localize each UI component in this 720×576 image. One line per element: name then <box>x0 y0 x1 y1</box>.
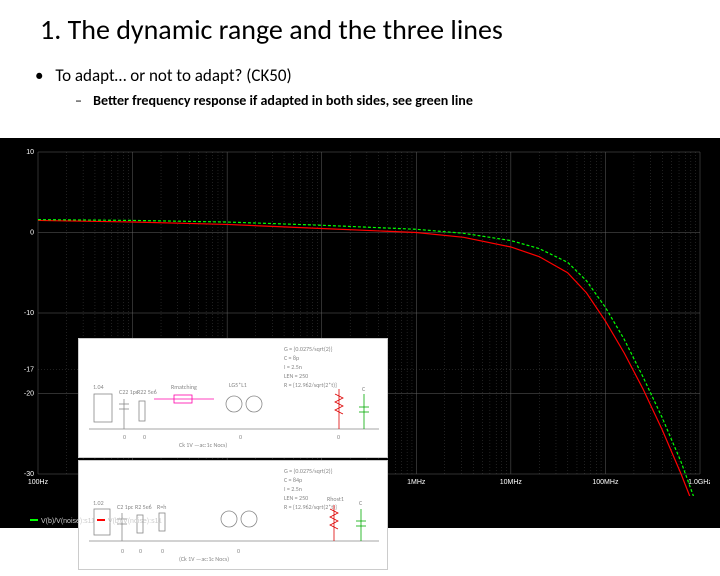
svg-text:C: C <box>362 385 366 393</box>
svg-text:1.04: 1.04 <box>93 383 104 391</box>
svg-text:0: 0 <box>30 230 34 237</box>
svg-text:I = 2.5n: I = 2.5n <box>284 363 302 371</box>
svg-text:100Hz: 100Hz <box>28 479 49 486</box>
svg-text:0: 0 <box>237 547 240 555</box>
svg-text:0: 0 <box>161 547 164 555</box>
bullet-level-2: Better frequency response if adapted in … <box>0 86 720 109</box>
svg-text:LEN = 250: LEN = 250 <box>284 372 308 380</box>
svg-text:0: 0 <box>337 433 340 441</box>
svg-text:I = 2.5n: I = 2.5n <box>284 485 302 493</box>
svg-text:C22 1pc: C22 1pc <box>119 388 139 396</box>
bode-plot-container: 100Hz1KHz10KHz100KHz1MHz10MHz100MHz1.0GH… <box>0 138 720 528</box>
svg-text:-10: -10 <box>24 310 34 317</box>
schematic-bottom: G = {0.0275/sqrt(2)}C = 84pI = 2.5nLEN =… <box>78 460 388 570</box>
svg-text:-30: -30 <box>24 471 34 478</box>
svg-text:1.0GHz: 1.0GHz <box>688 479 710 486</box>
svg-text:C = 84p: C = 84p <box>284 476 302 484</box>
svg-text:-20: -20 <box>24 391 34 398</box>
svg-text:10: 10 <box>26 149 34 156</box>
svg-text:R = {12.962/sqrt(2*t)}: R = {12.962/sqrt(2*t)} <box>284 381 337 389</box>
svg-text:10MHz: 10MHz <box>500 479 523 486</box>
svg-text:G = {0.0275/sqrt(2)}: G = {0.0275/sqrt(2)} <box>284 467 333 475</box>
bullet-level-1: To adapt… or not to adapt? (CK50) <box>0 47 720 86</box>
svg-text:R22 5e6: R22 5e6 <box>137 388 157 396</box>
schematic-top: G = {0.0275/sqrt(2)}C = 8pI = 2.5nLEN = … <box>78 338 388 458</box>
svg-text:0: 0 <box>139 547 142 555</box>
svg-text:100MHz: 100MHz <box>592 479 619 486</box>
svg-text:R = {12.962/sqrt(2*t)}: R = {12.962/sqrt(2*t)} <box>284 503 337 511</box>
svg-text:C: C <box>359 499 363 507</box>
svg-text:C2 1pc: C2 1pc <box>117 503 134 511</box>
svg-text:0: 0 <box>143 433 146 441</box>
svg-text:0: 0 <box>121 547 124 555</box>
svg-text:1MHz: 1MHz <box>407 479 426 486</box>
slide-title: 1. The dynamic range and the three lines <box>0 0 720 47</box>
svg-text:Ck 1V —ac:1c Nocs): Ck 1V —ac:1c Nocs) <box>179 441 227 449</box>
svg-text:R=h: R=h <box>157 503 166 511</box>
svg-text:Rmatching: Rmatching <box>171 383 197 391</box>
svg-text:G = {0.0275/sqrt(2)}: G = {0.0275/sqrt(2)} <box>284 345 333 353</box>
svg-text:C = 8p: C = 8p <box>284 354 299 362</box>
svg-text:0: 0 <box>123 433 126 441</box>
svg-text:LG5*L1: LG5*L1 <box>229 381 247 389</box>
svg-text:1.02: 1.02 <box>93 499 104 507</box>
svg-text:LEN = 250: LEN = 250 <box>284 494 308 502</box>
svg-text:R2 5e6: R2 5e6 <box>135 503 152 511</box>
plot-legend: V(b)/V(noise):s11 V(b)/V(noise):s11 <box>30 518 162 525</box>
svg-text:-17: -17 <box>24 366 34 373</box>
svg-text:(Ck 1V —ac:1c Nocs): (Ck 1V —ac:1c Nocs) <box>179 555 229 563</box>
svg-text:0: 0 <box>239 433 242 441</box>
svg-text:Rhost1: Rhost1 <box>327 495 344 503</box>
